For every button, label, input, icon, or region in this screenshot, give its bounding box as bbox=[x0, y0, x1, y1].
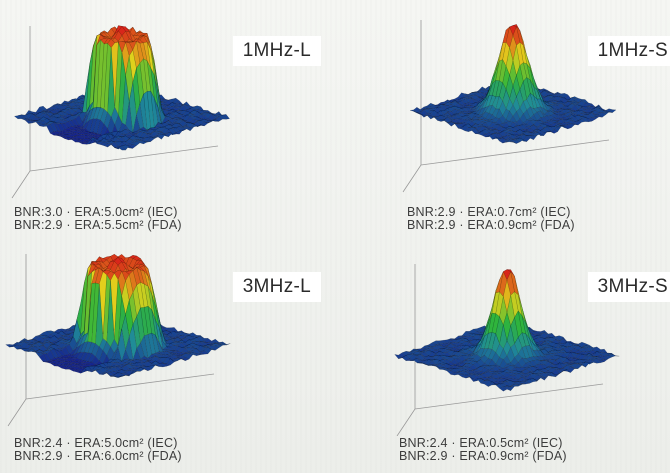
panel-3mhz-l: 3MHz-L BNR:2.4 · ERA:5.0cm² (IEC) BNR:2.… bbox=[0, 236, 335, 472]
metric-line-iec: BNR:2.9 · ERA:0.7cm² (IEC) bbox=[407, 205, 571, 219]
beam-surface-plot bbox=[402, 20, 617, 193]
panel-1mhz-l: 1MHz-L BNR:3.0 · ERA:5.0cm² (IEC) BNR:2.… bbox=[0, 0, 335, 236]
metric-line-fda: BNR:2.9 · ERA:5.5cm² (FDA) bbox=[14, 218, 182, 232]
metric-line-fda: BNR:2.9 · ERA:0.9cm² (FDA) bbox=[407, 218, 575, 232]
metric-line-iec: BNR:3.0 · ERA:5.0cm² (IEC) bbox=[14, 205, 178, 219]
frequency-label: 1MHz-S bbox=[587, 36, 670, 66]
plot-axes bbox=[11, 26, 219, 199]
beam-surface-mesh bbox=[5, 253, 231, 378]
panel-1mhz-s: 1MHz-S BNR:2.9 · ERA:0.7cm² (IEC) BNR:2.… bbox=[335, 0, 670, 236]
plot-axes bbox=[402, 20, 610, 193]
beam-surface-plot bbox=[394, 264, 620, 436]
beam-metrics: BNR:2.4 · ERA:5.0cm² (IEC) BNR:2.9 · ERA… bbox=[14, 437, 182, 463]
frequency-label: 3MHz-L bbox=[232, 272, 321, 302]
beam-surface-mesh bbox=[394, 269, 620, 392]
frequency-label: 3MHz-S bbox=[587, 272, 670, 302]
beam-surface-plot bbox=[11, 25, 230, 199]
plot-axes bbox=[396, 264, 604, 436]
beam-metrics: BNR:3.0 · ERA:5.0cm² (IEC) BNR:2.9 · ERA… bbox=[14, 206, 182, 232]
metric-line-fda: BNR:2.9 · ERA:0.9cm² (FDA) bbox=[399, 449, 567, 463]
metric-line-iec: BNR:2.4 · ERA:5.0cm² (IEC) bbox=[14, 436, 178, 450]
panel-3mhz-s: 3MHz-S BNR:2.4 · ERA:0.5cm² (IEC) BNR:2.… bbox=[335, 236, 670, 472]
beam-surface-mesh bbox=[13, 25, 230, 151]
metric-line-fda: BNR:2.9 · ERA:6.0cm² (FDA) bbox=[14, 449, 182, 463]
beam-surface-plot bbox=[5, 253, 231, 427]
beam-surface-mesh bbox=[409, 23, 617, 144]
metric-line-iec: BNR:2.4 · ERA:0.5cm² (IEC) bbox=[399, 436, 563, 450]
beam-metrics: BNR:2.9 · ERA:0.7cm² (IEC) BNR:2.9 · ERA… bbox=[407, 206, 575, 232]
frequency-label: 1MHz-L bbox=[232, 36, 321, 66]
plot-axes bbox=[7, 254, 215, 427]
beam-metrics: BNR:2.4 · ERA:0.5cm² (IEC) BNR:2.9 · ERA… bbox=[399, 437, 567, 463]
